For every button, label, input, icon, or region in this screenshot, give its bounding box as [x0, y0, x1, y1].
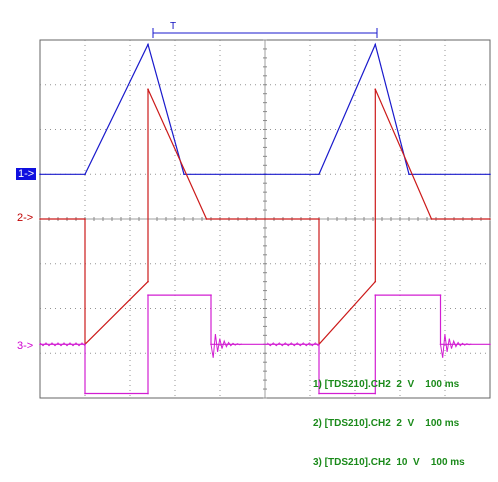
trace-point-series-3 [84, 392, 86, 395]
trace-point-series-3 [39, 343, 41, 346]
grid-lines [39, 39, 491, 399]
trace-point-series-1 [264, 173, 266, 176]
trace-series-2 [40, 88, 490, 346]
trace-point-series-3 [147, 392, 149, 395]
trace-point-series-3 [210, 294, 212, 296]
trace-point-series-1 [84, 173, 86, 176]
trace-point-series-2 [39, 218, 41, 220]
trace-point-series-3 [489, 343, 491, 346]
trace-point-series-1 [374, 43, 377, 46]
trace-point-series-1 [408, 173, 410, 176]
channel-3-marker[interactable]: 3-> [17, 340, 34, 352]
trace-point-series-2 [205, 218, 208, 220]
trace-point-series-2 [318, 218, 320, 220]
trace-point-series-1 [318, 173, 320, 176]
trace-point-series-2 [374, 88, 377, 91]
trace-point-series-3 [318, 343, 320, 346]
trace-point-series-2 [489, 218, 491, 220]
channel-2-marker[interactable]: 2-> [17, 212, 34, 224]
ch3-noise-1 [39, 342, 86, 347]
trace-point-series-1 [183, 173, 185, 176]
trace-point-series-3 [374, 392, 377, 395]
legend-entry-2: 2) [TDS210].CH2 2 V 100 ms [313, 418, 460, 429]
trace-point-series-3 [318, 392, 320, 395]
trace-point-series-2 [147, 280, 149, 283]
trigger-bar[interactable] [152, 28, 378, 38]
trace-point-series-2 [374, 280, 377, 283]
ringing-1 [210, 334, 242, 358]
trace-point-series-2 [84, 218, 86, 220]
trace-point-series-3 [374, 294, 377, 296]
trace-series-3 [40, 294, 490, 395]
trigger-label: T [170, 21, 177, 32]
trace-point-series-1 [39, 173, 41, 176]
trace-point-series-1 [147, 43, 149, 46]
ch3-noise-2 [267, 342, 319, 347]
trace-point-series-3 [439, 294, 442, 296]
trace-point-series-2 [147, 88, 149, 91]
trace-point-series-3 [84, 343, 86, 346]
trace-point-series-2 [430, 218, 433, 220]
trace-point-series-1 [489, 173, 491, 176]
traces [39, 42, 491, 395]
channel-legend: 1) [TDS210].CH2 2 V 100 ms 2) [TDS210].C… [313, 352, 465, 482]
legend-entry-1: 1) [TDS210].CH2 2 V 100 ms [313, 379, 460, 390]
channel-1-marker[interactable]: 1-> [16, 168, 37, 180]
trace-point-series-3 [147, 294, 149, 296]
ringing-2 [440, 334, 472, 358]
legend-entry-3: 3) [TDS210].CH2 10 V 100 ms [313, 457, 465, 468]
oscilloscope-plot [39, 28, 491, 399]
